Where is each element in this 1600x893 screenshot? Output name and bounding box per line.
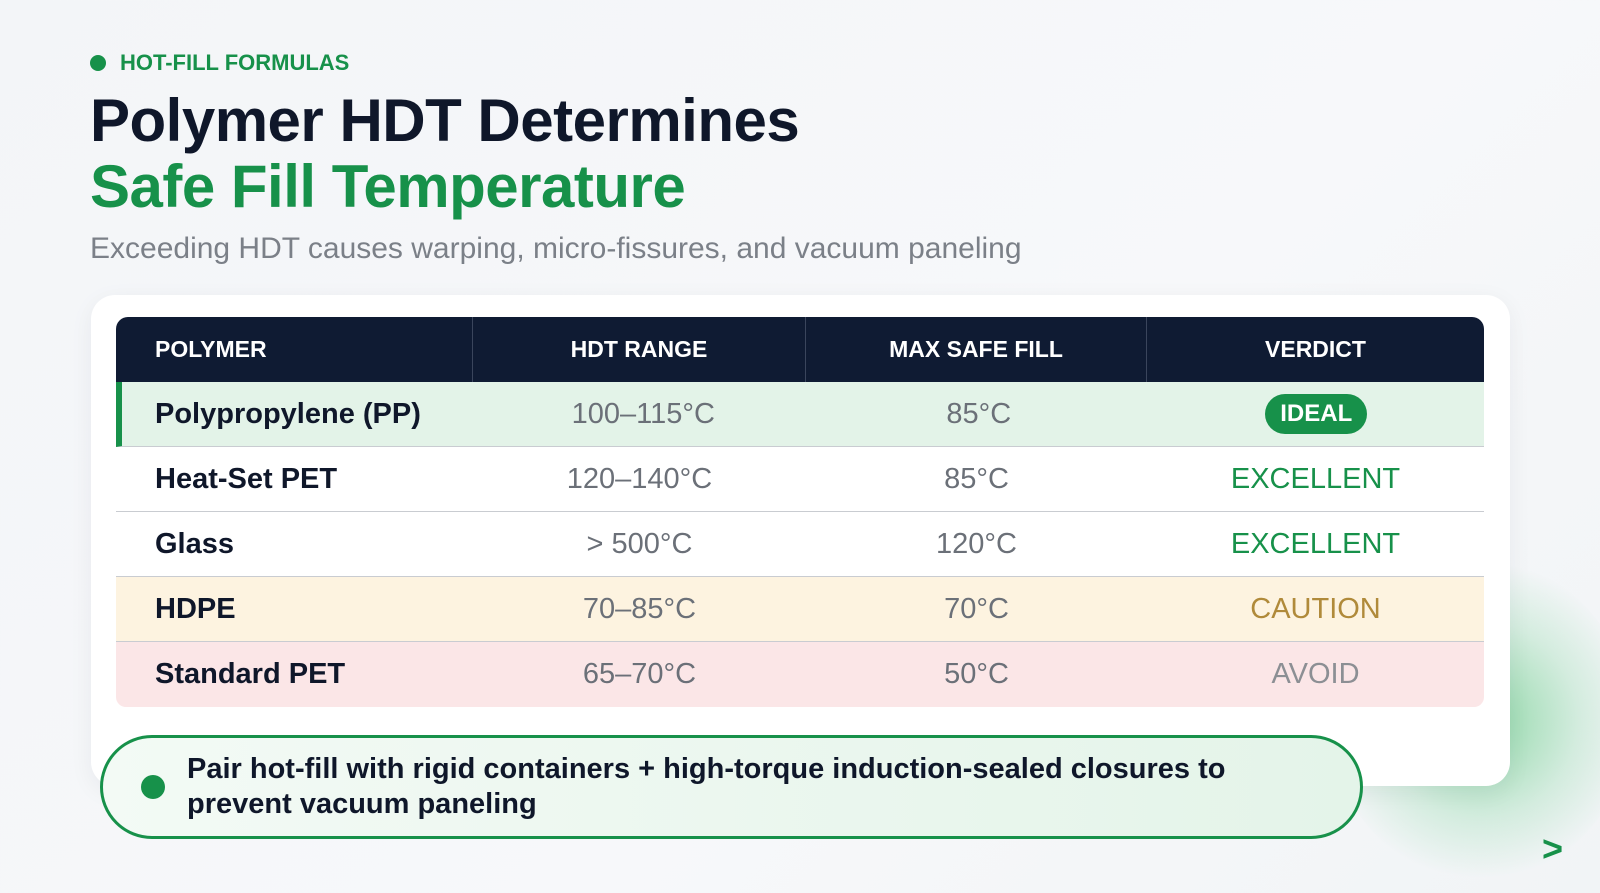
- polymer-cell: Heat-Set PET: [155, 462, 338, 495]
- header-cell: HDT RANGE: [473, 317, 806, 382]
- title-line: Polymer HDT Determines: [90, 87, 800, 154]
- table-header: POLYMER HDT RANGE MAX SAFE FILL VERDICT: [116, 317, 1484, 382]
- title-line-accent: Safe Fill Temperature: [90, 153, 686, 220]
- header-cell: VERDICT: [1265, 336, 1366, 362]
- verdict-cell: CAUTION: [1250, 592, 1381, 625]
- table-row: Polypropylene (PP) 100–115°C 85°C IDEAL: [116, 382, 1484, 447]
- table-row: HDPE 70–85°C 70°C CAUTION: [116, 577, 1484, 642]
- eyebrow-text: HOT-FILL FORMULAS: [120, 50, 350, 75]
- callout-dot: [141, 775, 165, 799]
- next-arrow[interactable]: >: [1542, 828, 1564, 869]
- verdict-cell: IDEAL: [1149, 382, 1484, 446]
- verdict-cell: AVOID: [1271, 658, 1360, 690]
- table-row: Glass > 500°C 120°C EXCELLENT: [116, 512, 1484, 577]
- polymer-cell: Polypropylene (PP): [155, 397, 421, 430]
- hdt-cell: 100–115°C: [571, 397, 715, 430]
- callout-text: Pair hot-fill with rigid containers + hi…: [187, 753, 1226, 820]
- hdt-cell: 65–70°C: [582, 658, 697, 690]
- eyebrow: HOT-FILL FORMULAS: [90, 50, 349, 76]
- polymer-cell: Standard PET: [155, 658, 346, 690]
- callout: Pair hot-fill with rigid containers + hi…: [100, 735, 1363, 839]
- verdict-cell: EXCELLENT: [1230, 527, 1401, 560]
- table-row: Standard PET 65–70°C 50°C AVOID: [116, 642, 1484, 707]
- hdt-cell: 120–140°C: [566, 462, 713, 495]
- fill-cell: 85°C: [944, 462, 1009, 495]
- header-cell: MAX SAFE FILL: [806, 317, 1147, 382]
- table-row: Heat-Set PET 120–140°C 85°C EXCELLENT: [116, 447, 1484, 512]
- polymer-cell: HDPE: [155, 592, 236, 625]
- hdt-cell: > 500°C: [586, 527, 693, 560]
- fill-cell: 70°C: [944, 592, 1009, 625]
- verdict-cell: EXCELLENT: [1230, 462, 1401, 495]
- fill-cell: 50°C: [944, 658, 1009, 690]
- header-cell: POLYMER: [116, 317, 473, 382]
- verdict-badge: IDEAL: [1265, 394, 1368, 434]
- subtitle: Exceeding HDT causes warping, micro-fiss…: [90, 232, 1022, 265]
- polymer-cell: Glass: [155, 527, 234, 560]
- fill-cell: 120°C: [936, 527, 1017, 560]
- table: POLYMER HDT RANGE MAX SAFE FILL VERDICT …: [116, 317, 1484, 707]
- hdt-cell: 70–85°C: [582, 592, 697, 625]
- eyebrow-dot: [90, 55, 106, 71]
- fill-cell: 85°C: [946, 397, 1012, 430]
